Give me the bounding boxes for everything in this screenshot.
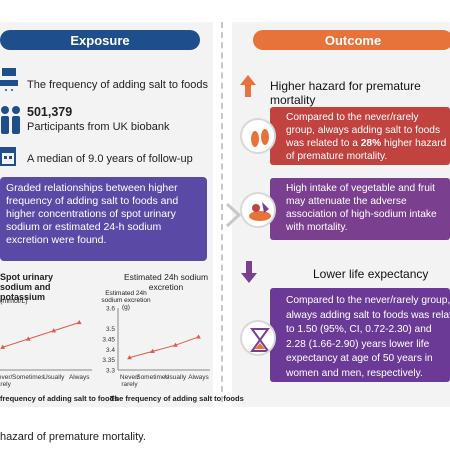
x-tick-label: Always <box>69 374 90 381</box>
x-tick-label: Sometimes <box>136 374 169 381</box>
summary-line: Graded relationships between higher <box>6 182 178 194</box>
x-tick-label: Never/rarely <box>120 374 139 388</box>
figure-caption: hazard of premature mortality. <box>0 431 146 443</box>
card-line: Compared to the never/rarely <box>286 112 419 123</box>
chart2-plot: 3.6 3.5 3.45 3.4 3.35 3.3 Never/rarelySometime… <box>102 306 210 388</box>
y-tick-label: 3.35 <box>102 357 115 364</box>
data-point <box>150 348 155 353</box>
summary-line: higher concentrations of spot urinary <box>6 208 176 220</box>
arrow-up-icon <box>240 75 256 97</box>
y-tick-label: 3.4 <box>106 347 115 354</box>
data-point <box>0 344 6 349</box>
summary-line: excretion were found. <box>6 234 107 246</box>
card-line: was related to a 28% higher hazard <box>286 138 447 149</box>
card-line: women and men, respectively. <box>286 367 423 379</box>
x-tick-label: Never/rarely <box>0 374 13 388</box>
series-line <box>129 336 199 359</box>
chart1-ylabel: (mmol/L) <box>0 298 28 305</box>
card-line: expectancy at age of 50 years in <box>286 353 433 364</box>
x-tick-label: Usually <box>43 374 65 381</box>
feet-icon <box>240 118 276 154</box>
card-line: with mortality. <box>286 222 348 233</box>
exposure-item-salt: The frequency of adding salt to foods <box>27 79 209 91</box>
panel-divider <box>221 22 223 402</box>
life-expectancy-card: Compared to the never/rarely group, alwa… <box>270 288 450 382</box>
arrow-down-icon <box>241 261 257 283</box>
hourglass-icon <box>240 320 276 356</box>
card-line: association of high-sodium intake <box>286 209 437 220</box>
x-tick-label: Always <box>188 374 209 381</box>
card-line: may attenuate the adverse <box>286 196 407 207</box>
card-line: group, always adding salt to foods <box>286 125 441 136</box>
data-point <box>127 355 132 360</box>
people-icon <box>1 106 20 134</box>
data-point <box>51 328 57 333</box>
card-line: of premature mortality. <box>286 151 388 162</box>
summary-line: sodium or estimated 24-h sodium <box>6 221 162 233</box>
card-line: High intake of vegetable and fruit <box>286 183 435 194</box>
higher-hazard-title: Higher hazard for premature mortality <box>270 79 421 107</box>
vegetable-card: High intake of vegetable and fruit may a… <box>270 178 450 240</box>
chart2-title: Estimated 24h sodium excretion <box>123 272 209 292</box>
y-tick-label: 3.3 <box>106 368 115 375</box>
y-tick-label: 3.5 <box>106 326 115 333</box>
hazard-card: Compared to the never/rarely group, alwa… <box>270 107 450 165</box>
chevron-right-icon <box>225 202 242 228</box>
salt-shaker-icon <box>0 68 18 91</box>
lower-life-title: Lower life expectancy <box>313 267 429 281</box>
chart2-xlabel: The frequency of adding salt to foods <box>110 394 244 403</box>
calendar-icon <box>0 147 16 166</box>
card-line: always adding salt to foods was related <box>286 309 450 321</box>
x-tick-label: Sometimes <box>12 374 45 381</box>
chart1-title: Spot urinary sodium and potassium <box>0 272 54 302</box>
data-point <box>196 334 201 339</box>
card-line: Compared to the never/rarely group, <box>286 295 450 306</box>
card-line: 2.28 (1.66-2.90) years lower life <box>286 338 430 350</box>
participant-count: 501,379 <box>27 105 73 119</box>
card-line: to 1.50 (95%, CI, 0.72-2.30) and <box>286 324 432 335</box>
vegetables-icon <box>240 192 276 228</box>
y-tick-label: 3.45 <box>102 337 115 344</box>
chart2-ylabel: Estimated 24h sodium excretion (g) <box>101 290 151 311</box>
data-point <box>173 342 178 347</box>
data-point <box>76 319 82 325</box>
summary-line: frequency of adding salt to foods and <box>6 195 179 207</box>
series-line <box>2 321 80 348</box>
exposure-item-participants: Participants from UK biobank <box>27 121 170 133</box>
graded-relationship-box: Graded relationships between higher freq… <box>0 177 207 261</box>
outcome-header: Outcome <box>253 30 450 50</box>
chart1-xlabel: frequency of adding salt to foods <box>0 394 119 403</box>
x-tick-label: Usually <box>165 374 187 381</box>
data-point <box>25 336 31 341</box>
exposure-item-followup: A median of 9.0 years of follow-up <box>27 153 193 165</box>
exposure-header: Exposure <box>0 30 200 50</box>
y-tick-label: 3.6 <box>106 306 115 313</box>
